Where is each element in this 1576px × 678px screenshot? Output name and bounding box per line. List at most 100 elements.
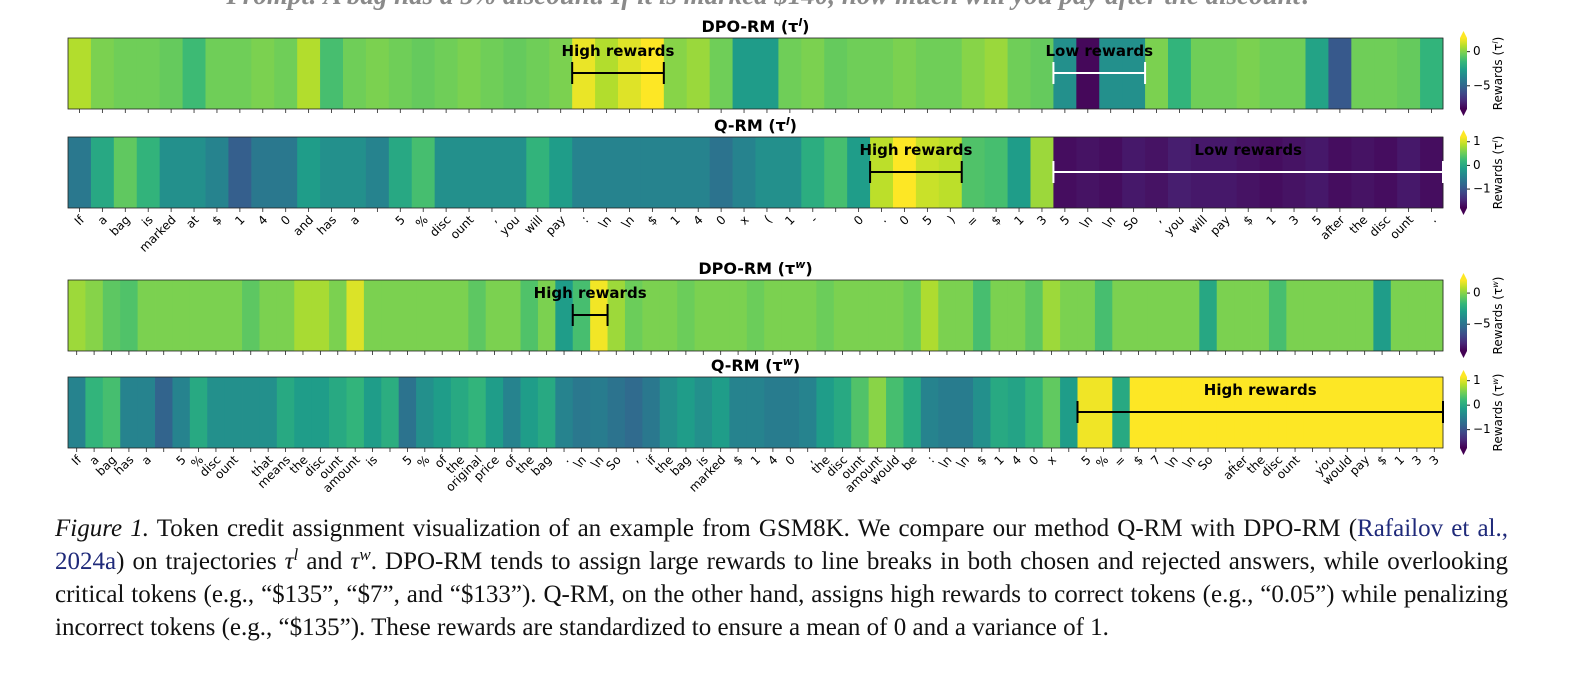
superscript: w: [1491, 281, 1500, 288]
heat-cell: [434, 38, 458, 109]
heat-cell: [938, 377, 957, 448]
heat-cell: [920, 280, 939, 351]
superscript: l: [1491, 140, 1500, 143]
heat-cell: [694, 377, 713, 448]
heat-cell: [893, 38, 917, 109]
token-label: 5: [173, 453, 188, 468]
heat-cell: [468, 377, 487, 448]
heat-cell: [778, 137, 802, 208]
token-label: -: [807, 213, 820, 226]
heat-cell: [526, 38, 550, 109]
token-label: you: [1162, 213, 1188, 239]
heat-cell: [433, 377, 452, 448]
heat-cell: [381, 377, 400, 448]
heat-cell: [485, 280, 504, 351]
panel-frame: [67, 37, 1444, 110]
token-label: 5: [393, 213, 408, 228]
heat-cell: [990, 377, 1009, 448]
token-label: 5: [1309, 213, 1324, 228]
heat-cell: [833, 280, 852, 351]
heat-cell: [847, 137, 871, 208]
colorbar-tick-label: −1: [1473, 182, 1491, 196]
heat-cell: [729, 280, 748, 351]
panel-title: Q-RM (τl): [714, 115, 797, 136]
heat-cell: [1007, 38, 1031, 109]
colorbar-tick-label: 1: [1473, 134, 1481, 148]
heat-cell: [799, 280, 817, 351]
heat-cell: [274, 137, 298, 208]
heat-cell: [1259, 38, 1283, 109]
caption-link[interactable]: Rafailov et al., 2024a: [55, 515, 1509, 575]
heat-cell: [1251, 280, 1270, 351]
heat-cell: [833, 377, 852, 448]
heat-cell: [868, 280, 887, 351]
heat-cell: [1425, 280, 1444, 351]
heat-cell: [485, 377, 504, 448]
heat-cell: [311, 377, 330, 448]
text-part: DPO-RM (τ: [698, 259, 795, 278]
heat-cell: [746, 280, 765, 351]
heat-cell: [659, 280, 678, 351]
token-label: $: [974, 453, 989, 468]
caption-math: τ: [350, 548, 360, 575]
heat-cell: [90, 38, 115, 109]
annotation-label: High rewards: [534, 284, 647, 302]
heat-cell: [663, 38, 688, 109]
heat-cell: [663, 137, 688, 208]
heat-cell: [816, 377, 835, 448]
heat-cell: [172, 377, 191, 448]
heat-cell: [411, 38, 436, 109]
panel-title: Q-RM (τw): [711, 355, 800, 376]
heat-cell: [1145, 38, 1169, 109]
heat-cell: [624, 377, 643, 448]
heat-cell: [677, 280, 695, 351]
superscript: w: [783, 355, 794, 368]
heat-cell: [555, 280, 574, 351]
heat-cell: [677, 377, 695, 448]
superscript: l: [786, 115, 790, 128]
colorbar-label: Rewards (τl): [1491, 37, 1506, 111]
colorbar-label: Rewards (τw): [1491, 374, 1506, 452]
text-part: ): [1491, 277, 1505, 282]
heat-cell: [537, 377, 556, 448]
token-label: If: [69, 452, 85, 468]
annotation-label: Low rewards: [1045, 42, 1153, 60]
heat-cell: [1060, 280, 1078, 351]
superscript: w: [1491, 378, 1500, 385]
heat-cell: [503, 38, 527, 109]
token-label: 0: [278, 213, 293, 228]
heat-cell: [549, 38, 573, 109]
heat-cell: [113, 38, 138, 109]
heat-cell: [694, 280, 713, 351]
heat-cell: [590, 377, 608, 448]
text-part: Rewards (τ: [1491, 385, 1505, 452]
heat-cell: [1164, 280, 1183, 351]
text-part: DPO-RM (τ: [702, 17, 799, 36]
heat-cell: [329, 377, 347, 448]
text-part: ): [1491, 136, 1505, 141]
token-label: pay: [1347, 453, 1373, 479]
heat-cell: [503, 280, 521, 351]
heat-cell: [526, 137, 550, 208]
heat-cell: [346, 280, 365, 351]
token-label: after: [1317, 213, 1347, 243]
heat-cell: [120, 280, 139, 351]
token-label: 3: [1409, 453, 1424, 468]
heat-cell: [607, 280, 626, 351]
token-label: ,: [629, 453, 642, 466]
colorbar-extend: [1460, 273, 1467, 280]
heat-cell: [555, 377, 574, 448]
heat-cell: [1030, 38, 1054, 109]
heat-cell: [276, 280, 295, 351]
token-label: 1: [782, 213, 797, 228]
superscript: l: [1491, 41, 1500, 44]
colorbar-extend: [1460, 109, 1467, 116]
token-label: ,: [1152, 213, 1165, 226]
text-part: ): [1491, 37, 1505, 42]
heat-cell: [450, 377, 469, 448]
heat-cell: [851, 377, 870, 448]
heat-cell: [781, 280, 800, 351]
heat-cell: [68, 280, 86, 351]
heat-cell: [274, 38, 298, 109]
